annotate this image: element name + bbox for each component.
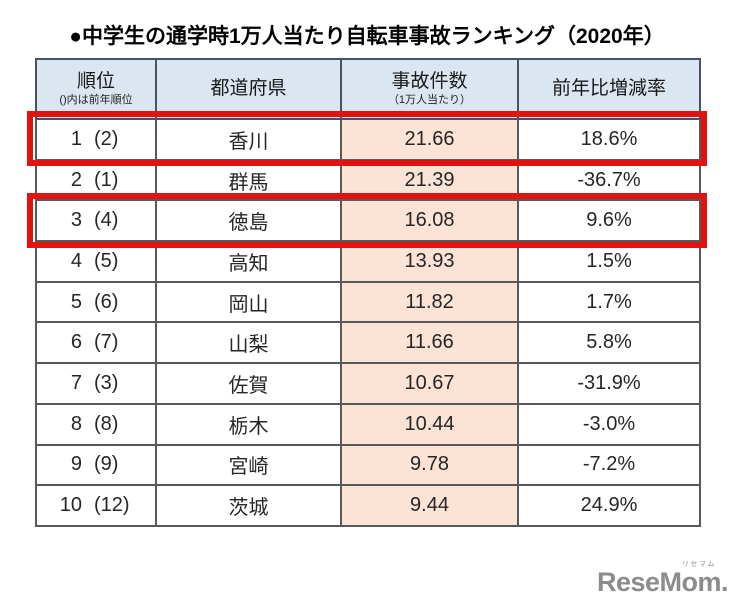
count-value: 10.67: [340, 362, 519, 405]
table-row: 7 (3) 佐賀 10.67 -31.9%: [35, 362, 701, 405]
rank-cell: 1 (2): [35, 118, 157, 161]
rank-cell: 4 (5): [35, 240, 157, 283]
rank-value: 4: [70, 249, 82, 272]
rank-cell: 8 (8): [35, 402, 157, 446]
prefecture-value: 山梨: [155, 321, 342, 365]
prev-rank-value: (2): [94, 127, 119, 150]
rank-value: 9: [70, 453, 82, 476]
rank-value: 8: [70, 412, 82, 435]
count-value: 21.39: [340, 158, 519, 202]
prev-rank-value: (7): [94, 331, 119, 354]
change-header-label: 前年比増減率: [551, 78, 666, 100]
rank-value: 2: [70, 168, 82, 191]
rank-cell: 5 (6): [35, 280, 157, 324]
table-row: 10 (12) 茨城 9.44 24.9%: [35, 484, 701, 527]
change-value: -7.2%: [517, 443, 701, 487]
rank-value: 7: [70, 371, 82, 394]
change-value: -36.7%: [517, 158, 701, 202]
rank-cell: 10 (12): [35, 484, 157, 527]
rank-value: 10: [59, 494, 82, 517]
rank-value: 6: [70, 331, 82, 354]
table-row: 6 (7) 山梨 11.66 5.8%: [35, 321, 701, 365]
table-row: 4 (5) 高知 13.93 1.5%: [35, 240, 701, 283]
rank-cell: 9 (9): [35, 443, 157, 487]
rank-cell: 6 (7): [35, 321, 157, 365]
count-header-note: （1万人当たり）: [387, 93, 472, 106]
change-value: 5.8%: [517, 321, 701, 365]
count-value: 10.44: [340, 402, 519, 446]
ranking-table: 順位 ()内は前年順位 都道府県 事故件数 （1万人当たり） 前年比増減率 1 (…: [35, 58, 701, 527]
prev-rank-value: (4): [94, 209, 119, 232]
count-value: 13.93: [340, 240, 519, 283]
table-row: 9 (9) 宮崎 9.78 -7.2%: [35, 443, 701, 487]
prev-rank-value: (5): [94, 249, 119, 272]
table-row: 8 (8) 栃木 10.44 -3.0%: [35, 402, 701, 446]
prefecture-value: 徳島: [155, 199, 342, 243]
rank-cell: 3 (4): [35, 199, 157, 243]
change-value: 1.5%: [517, 240, 701, 283]
resemom-logo: リセマム ReseMom.: [596, 561, 729, 597]
prev-rank-value: (8): [94, 412, 119, 435]
prev-rank-value: (9): [94, 453, 119, 476]
change-value: -31.9%: [517, 362, 701, 405]
prefecture-value: 岡山: [155, 280, 342, 324]
change-value: 9.6%: [517, 199, 701, 243]
page-title: ●中学生の通学時1万人当たり自転車事故ランキング（2020年）: [69, 25, 665, 48]
prefecture-value: 香川: [155, 118, 342, 161]
rank-value: 1: [70, 127, 82, 150]
change-value: 24.9%: [517, 484, 701, 527]
prefecture-header-label: 都道府県: [210, 78, 287, 100]
table-row: 2 (1) 群馬 21.39 -36.7%: [35, 158, 701, 202]
column-header-change: 前年比増減率: [517, 58, 701, 120]
change-value: 18.6%: [517, 118, 701, 161]
table-row: 1 (2) 香川 21.66 18.6%: [35, 118, 701, 161]
count-value: 16.08: [340, 199, 519, 243]
prefecture-value: 群馬: [155, 158, 342, 202]
prefecture-value: 高知: [155, 240, 342, 283]
prev-rank-value: (12): [94, 494, 130, 517]
column-header-rank: 順位 ()内は前年順位: [35, 58, 157, 120]
rank-value: 5: [70, 290, 82, 313]
rank-value: 3: [70, 209, 82, 232]
resemom-logo-kana: リセマム: [682, 561, 716, 568]
count-value: 11.82: [340, 280, 519, 324]
count-value: 9.44: [340, 484, 519, 527]
prev-rank-value: (6): [94, 290, 119, 313]
prefecture-value: 茨城: [155, 484, 342, 527]
count-value: 21.66: [340, 118, 519, 161]
rank-cell: 7 (3): [35, 362, 157, 405]
prev-rank-value: (1): [94, 168, 119, 191]
column-header-prefecture: 都道府県: [155, 58, 342, 120]
change-value: 1.7%: [517, 280, 701, 324]
header-row: 順位 ()内は前年順位 都道府県 事故件数 （1万人当たり） 前年比増減率: [35, 58, 701, 120]
rank-cell: 2 (1): [35, 158, 157, 202]
count-value: 9.78: [340, 443, 519, 487]
rank-header-note: ()内は前年順位: [59, 93, 133, 106]
count-value: 11.66: [340, 321, 519, 365]
column-header-count: 事故件数 （1万人当たり）: [340, 58, 519, 120]
prefecture-value: 栃木: [155, 402, 342, 446]
prev-rank-value: (3): [94, 371, 119, 394]
rank-header-label: 順位: [76, 70, 115, 92]
count-header-label: 事故件数: [391, 70, 468, 92]
prefecture-value: 宮崎: [155, 443, 342, 487]
resemom-logo-text: ReseMom.: [596, 567, 729, 597]
table-row: 5 (6) 岡山 11.82 1.7%: [35, 280, 701, 324]
table-row: 3 (4) 徳島 16.08 9.6%: [35, 199, 701, 243]
prefecture-value: 佐賀: [155, 362, 342, 405]
change-value: -3.0%: [517, 402, 701, 446]
